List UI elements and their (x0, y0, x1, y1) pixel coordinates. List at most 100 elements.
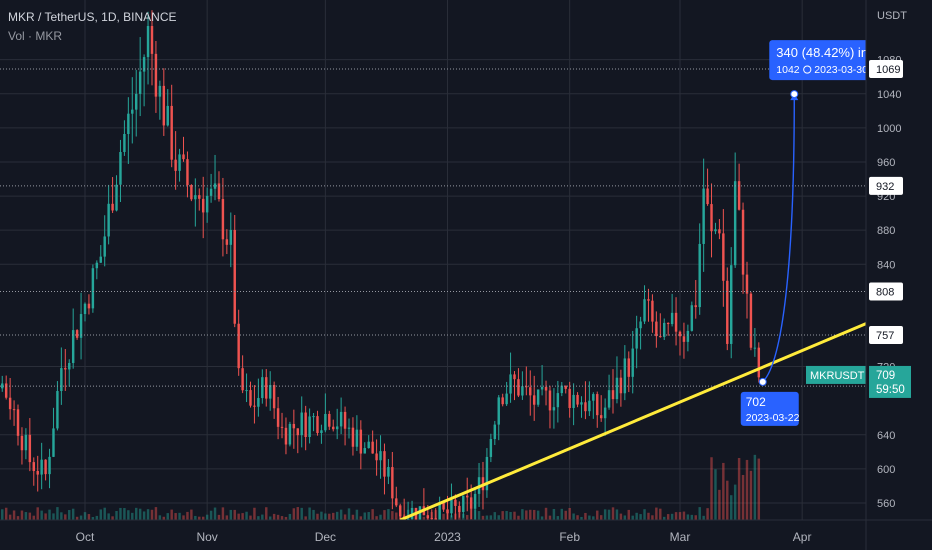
volume-bar (536, 510, 540, 520)
candle-body (320, 430, 323, 434)
candle-body (730, 265, 733, 344)
volume-bar (741, 474, 745, 520)
volume-bar (690, 514, 694, 520)
volume-bar (513, 511, 516, 520)
volume-bar (599, 515, 603, 520)
candle-body (418, 506, 422, 521)
last-price-value: 709 (876, 370, 895, 382)
candle-body (225, 239, 229, 245)
candle-body (536, 389, 540, 405)
candle-body (103, 236, 106, 257)
volume-bar (107, 513, 110, 520)
candle-body (469, 497, 473, 509)
candle-body (237, 323, 240, 369)
volume-bar (722, 462, 725, 520)
measure-result-value: 1042 (776, 64, 800, 76)
volume-bar (225, 515, 229, 520)
volume-bar (576, 515, 579, 520)
last-price-countdown: 59:50 (876, 384, 905, 396)
measure-start-box (740, 391, 799, 426)
volume-bar (678, 512, 682, 520)
volume-bar (233, 509, 236, 520)
candle-body (213, 183, 217, 189)
candle-body (308, 416, 311, 437)
volume-bar (300, 507, 303, 520)
price-axis[interactable]: USDT560600640720840880920960100010401080… (806, 0, 932, 550)
volume-bar (316, 513, 319, 520)
candle-body (722, 233, 725, 281)
price-tick-label: 560 (877, 498, 895, 510)
volume-bar (150, 509, 154, 520)
volume-bar (718, 489, 721, 520)
volume-bar (119, 507, 122, 520)
volume-bar (56, 507, 59, 520)
candle-body (430, 517, 433, 519)
candle-body (659, 336, 662, 338)
volume-bar (178, 512, 181, 520)
candle-body (375, 453, 378, 461)
candle-body (399, 505, 402, 517)
volume-bar (371, 509, 374, 520)
candle-body (473, 493, 477, 509)
level-price-tag (869, 60, 903, 79)
candle-body (186, 159, 189, 186)
volume-legend[interactable]: Vol · MKR (8, 29, 63, 43)
candle-body (383, 451, 386, 477)
volume-bar (87, 514, 91, 520)
candle-body (229, 229, 233, 245)
volume-bar (170, 509, 173, 520)
volume-bar (737, 457, 741, 520)
candle-body (335, 426, 339, 430)
level-price-label: 1069 (876, 64, 900, 76)
volume-bar (36, 507, 39, 520)
candle-body (123, 133, 126, 152)
candle-body (509, 374, 512, 394)
volume-bar (552, 508, 556, 520)
candle-body (339, 411, 343, 427)
volume-bar (367, 512, 370, 520)
volume-bar (79, 515, 83, 520)
volume-bar (182, 515, 185, 520)
measure-result-label: 340 (48.42%) in (776, 45, 868, 60)
volume-bar (253, 507, 256, 520)
measure-tool[interactable]: 340 (48.42%) in 1042 2023-03-30 702 2023-03-… (740, 40, 880, 426)
volume-bar (320, 511, 323, 520)
candle-body (288, 423, 292, 445)
candle-body (564, 385, 567, 389)
trendline-layer[interactable] (399, 322, 867, 522)
volume-bar (205, 514, 209, 520)
measure-start-date: 2023-03-22 (746, 412, 800, 424)
volume-bar (477, 511, 481, 520)
volume-bar (363, 512, 366, 520)
candle-body (119, 151, 122, 185)
candle-body (493, 424, 497, 440)
volume-bar (229, 509, 233, 520)
candle-body (347, 427, 351, 429)
volume-bar (525, 510, 528, 520)
candle-body (138, 71, 142, 94)
candle-body (292, 423, 296, 429)
volume-bar (249, 515, 252, 520)
symbol-legend[interactable]: MKR / TetherUS, 1D, BINANCE (8, 10, 177, 24)
volume-bar (698, 507, 701, 520)
candle-body (296, 428, 300, 436)
candle-body (205, 195, 209, 213)
candle-body (8, 397, 12, 410)
volume-bar (261, 514, 264, 520)
candle-body (757, 347, 761, 378)
time-tick-label: Dec (315, 530, 336, 544)
measure-start-value: 702 (746, 395, 766, 409)
horizontal-levels[interactable] (0, 68, 866, 387)
volume-bar (138, 508, 142, 520)
volume-bar (493, 512, 497, 520)
candle-body (741, 209, 745, 275)
candle-body (615, 377, 619, 400)
volume-bar (186, 511, 189, 520)
candle-body (241, 368, 244, 391)
volume-bar (603, 509, 607, 520)
volume-bar (324, 513, 327, 520)
measure-end-dot (790, 90, 799, 99)
candle-body (174, 159, 177, 171)
